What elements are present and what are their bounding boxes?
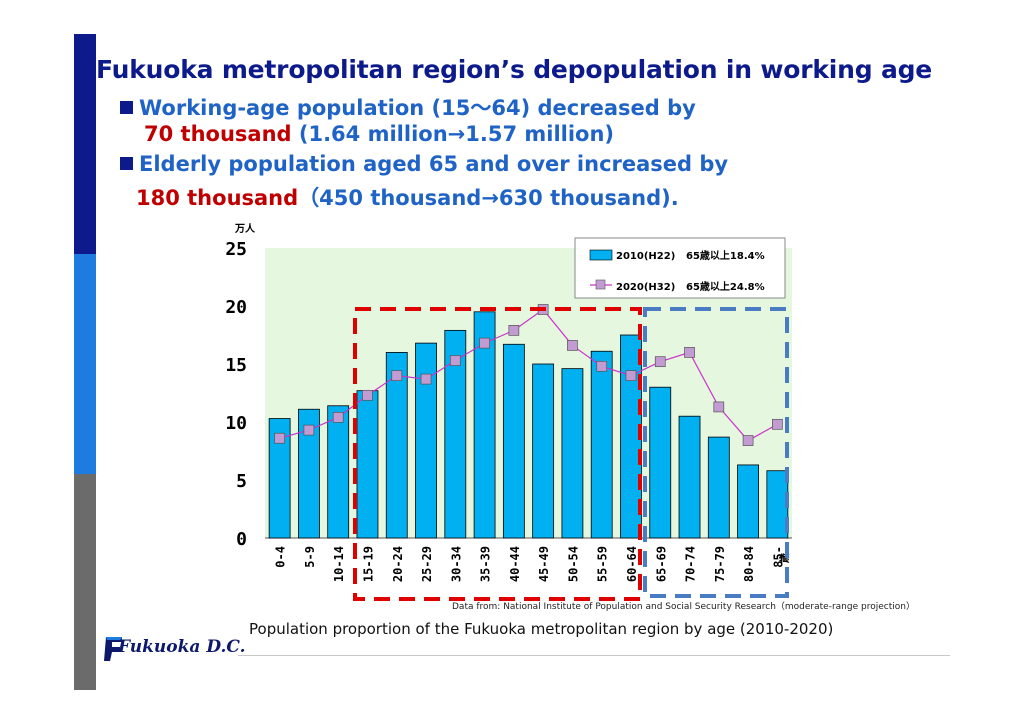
marker-2020-30-34 (449, 355, 461, 366)
marker-2020-50-54 (567, 340, 578, 351)
x-tick-label: 15-19 (361, 546, 375, 582)
marker-2020-5-9 (303, 424, 315, 436)
bar-2010-45-49 (532, 363, 555, 539)
x-tick-label: 70-74 (684, 546, 698, 582)
bar-2010-50-54 (561, 368, 584, 539)
y-tick-label: 5 (236, 471, 247, 492)
bar-2010-80-84 (737, 464, 759, 539)
bar-2010-30-34 (444, 329, 467, 539)
x-tick-label: 40-44 (508, 546, 522, 582)
x-tick-label: 75-79 (713, 546, 727, 582)
legend-marker-swatch (595, 279, 606, 290)
bullet-1-highlight: 70 thousand (144, 122, 292, 146)
marker-2020-35-39 (479, 337, 490, 349)
x-tick-label: 10-14 (332, 546, 346, 582)
bullet-2-text: Elderly population aged 65 and over incr… (139, 152, 729, 176)
fukuoka-dc-logo: Fukuoka D.C. (104, 631, 246, 665)
y-tick-label: 15 (225, 355, 247, 376)
legend-2010-label: 2010(H22) (616, 251, 675, 262)
x-tick-label: 65-69 (654, 546, 668, 582)
bullet-square-icon (120, 101, 133, 114)
bar-2010-10-14 (327, 405, 350, 539)
y-tick-label: 25 (225, 239, 247, 260)
bar-2010-25-29 (415, 342, 437, 539)
marker-2020-40-44 (508, 325, 520, 336)
x-tick-label: 20-24 (391, 546, 405, 582)
marker-2020-65-69 (654, 356, 666, 368)
marker-2020-10-14 (332, 412, 344, 423)
marker-2020-0-4 (274, 432, 285, 444)
sidebar-segment-gray (74, 474, 96, 690)
bar-2010-75-79 (707, 436, 730, 539)
slide-sidebar (74, 34, 96, 690)
elderly-highlight-box (643, 307, 789, 598)
x-tick-label: 45-49 (537, 546, 551, 582)
bar-2010-0-4 (268, 418, 291, 539)
bar-2010-85- (766, 470, 789, 539)
bullet-2-highlight: 180 thousand (136, 186, 299, 210)
legend-box (574, 237, 786, 299)
y-tick-label: 20 (225, 297, 247, 318)
bar-2010-20-24 (385, 351, 408, 539)
x-tick-label: 55-59 (596, 546, 610, 582)
marker-2020-25-29 (420, 373, 432, 385)
x-tick-label: 60-64 (625, 546, 639, 582)
bullet-1-detail: (1.64 million→1.57 million) (291, 122, 615, 146)
data-source-footnote: Data from: National Institute of Populat… (452, 602, 915, 612)
bar-2010-40-44 (502, 343, 525, 539)
logo-mark-icon (104, 637, 122, 661)
bar-2010-35-39 (473, 311, 496, 539)
bullet-1-text: Working-age population (15～64) decreased… (139, 96, 696, 120)
legend-bar-swatch (589, 249, 613, 261)
bullet-2-detail: （450 thousand→630 thousand). (298, 186, 679, 210)
y-tick-label: 10 (225, 413, 247, 434)
bar-2010-70-74 (678, 415, 701, 539)
bar-2010-65-69 (649, 386, 672, 539)
working-age-highlight-box (353, 307, 642, 601)
x-tick-label: 25-29 (420, 546, 434, 582)
bullet-square-icon (120, 157, 133, 170)
bullet-2-line-2: 180 thousand（450 thousand→630 thousand). (136, 182, 679, 212)
sidebar-segment-blue (74, 254, 96, 474)
chart-caption: Population proportion of the Fukuoka met… (249, 620, 834, 638)
y-unit-label: 万人 (234, 222, 256, 235)
marker-2020-75-79 (713, 401, 725, 413)
x-unit-label: 歳 (778, 553, 791, 563)
x-tick-label: 35-39 (479, 546, 493, 582)
bullet-1-line-2: 70 thousand (1.64 million→1.57 million) (144, 122, 614, 146)
sidebar-segment-navy (74, 34, 96, 254)
bullet-2-line-1: Elderly population aged 65 and over incr… (120, 152, 728, 176)
bar-2010-15-19 (356, 390, 379, 539)
marker-2020-70-74 (684, 347, 695, 358)
footer-divider (238, 655, 950, 656)
x-tick-label: 5-9 (303, 546, 317, 568)
marker-2020-85- (772, 418, 783, 430)
marker-2020-15-19 (362, 389, 373, 401)
legend-2020-label: 2020(H32) (616, 282, 675, 293)
x-tick-label: 0-4 (274, 546, 288, 568)
bar-2010-5-9 (298, 408, 320, 539)
slide-title: Fukuoka metropolitan region’s depopulati… (96, 55, 933, 84)
x-tick-label: 80-84 (742, 546, 756, 582)
x-tick-label: 30-34 (449, 546, 463, 582)
logo-text: Fukuoka D.C. (118, 637, 246, 657)
bar-2010-55-59 (590, 350, 613, 539)
marker-2020-55-59 (596, 360, 608, 372)
marker-2020-20-24 (391, 370, 403, 381)
y-tick-label: 0 (236, 529, 247, 550)
chart-legend: 2010(H22) 65歳以上18.4% 2020(H32) 65歳以上24.8… (574, 237, 786, 299)
legend-2020-note: 65歳以上24.8% (686, 280, 765, 293)
marker-2020-60-64 (625, 370, 637, 381)
bullet-1-line-1: Working-age population (15～64) decreased… (120, 92, 696, 122)
x-tick-label: 50-54 (566, 546, 580, 582)
legend-2010-note: 65歳以上18.4% (686, 249, 765, 262)
x-tick-label: 85- (771, 546, 785, 568)
marker-2020-80-84 (742, 435, 754, 446)
